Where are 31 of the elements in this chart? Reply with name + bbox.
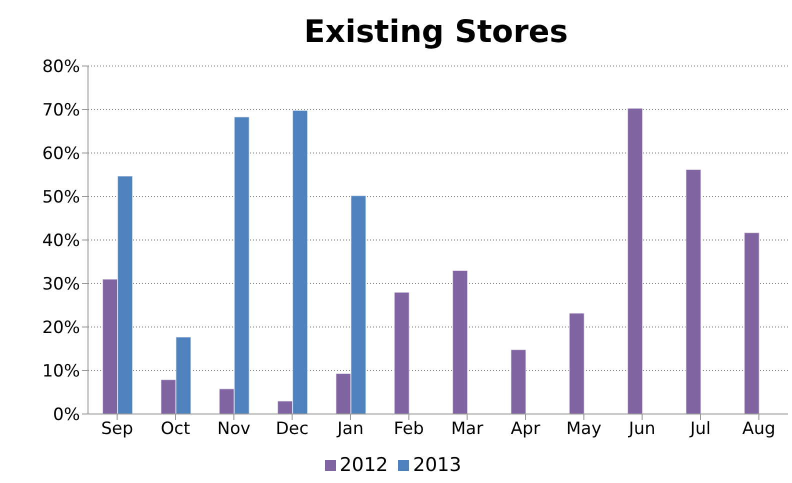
x-tick-label: Apr bbox=[510, 419, 540, 440]
y-tick-label: 30% bbox=[42, 274, 80, 295]
legend-label: 2013 bbox=[413, 454, 462, 476]
bar bbox=[568, 312, 585, 414]
x-tick-label: Sep bbox=[101, 419, 134, 440]
x-tick-label: Jul bbox=[689, 419, 711, 440]
x-tick-label: Aug bbox=[742, 419, 776, 440]
bar bbox=[627, 108, 644, 414]
bar bbox=[452, 270, 468, 414]
y-tick-label: 70% bbox=[42, 100, 80, 121]
y-tick-label: 10% bbox=[42, 362, 80, 382]
legend-label: 2012 bbox=[340, 454, 388, 476]
x-tick-label: May bbox=[566, 419, 602, 440]
y-tick-label: 20% bbox=[42, 318, 80, 338]
y-tick-label: 40% bbox=[42, 231, 80, 252]
x-tick-label: Mar bbox=[451, 419, 484, 440]
x-tick-label: Feb bbox=[394, 419, 424, 440]
y-tick-label: 0% bbox=[53, 405, 80, 426]
bar bbox=[394, 292, 410, 414]
y-tick-label: 60% bbox=[42, 144, 80, 164]
y-tick-label: 80% bbox=[42, 57, 80, 78]
y-tick-label: 50% bbox=[42, 188, 80, 208]
x-tick-label: Nov bbox=[217, 419, 250, 440]
bar bbox=[744, 232, 760, 414]
chart-title: Existing Stores bbox=[303, 13, 569, 52]
x-tick-label: Jan bbox=[336, 419, 364, 440]
bar bbox=[685, 169, 702, 414]
bar bbox=[510, 349, 526, 414]
x-tick-label: Jun bbox=[628, 419, 656, 440]
x-tick-label: Dec bbox=[276, 419, 309, 440]
x-tick-label: Oct bbox=[160, 419, 191, 440]
